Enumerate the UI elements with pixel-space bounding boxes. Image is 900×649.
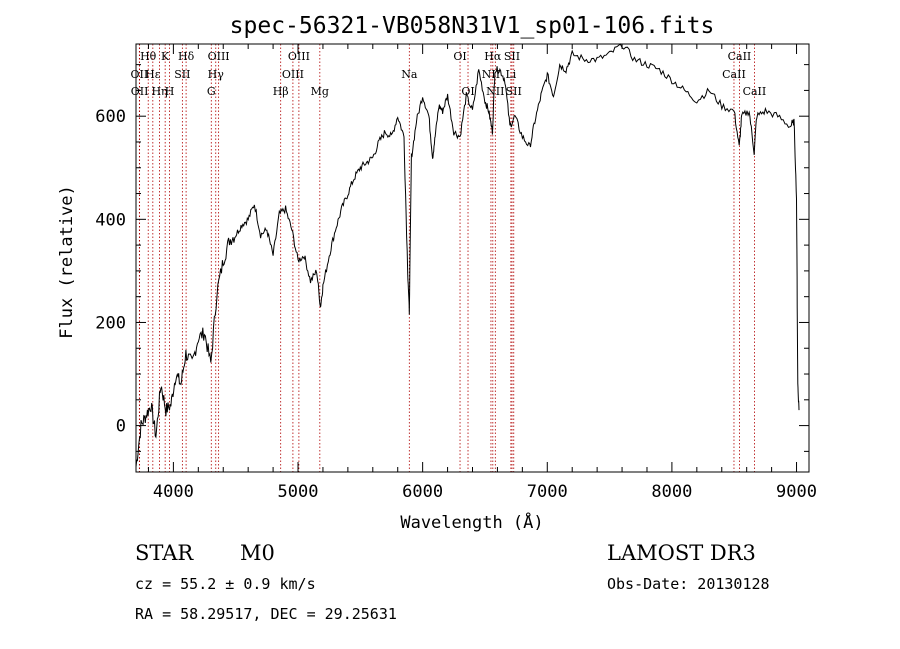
spectral-line-label: Hγ <box>208 68 225 81</box>
y-axis-label: Flux (relative) <box>57 185 77 339</box>
spectral-line-label: H <box>165 85 175 98</box>
y-tick-label: 600 <box>95 107 126 127</box>
spectral-line-label: NII <box>486 85 504 98</box>
spectral-line-markers <box>138 44 755 472</box>
survey-name: LAMOST DR3 <box>607 541 756 565</box>
spectral-line-label: CaII <box>743 85 767 98</box>
spectral-line-label: G <box>207 85 216 98</box>
spectral-line-label: Hβ <box>273 85 289 98</box>
x-tick-label: 6000 <box>402 482 443 502</box>
y-tick-label: 0 <box>116 417 126 437</box>
spectral-line-label: SII <box>174 68 190 81</box>
spectrum-series-line <box>135 43 800 468</box>
chart-title: spec-56321-VB058N31V1_sp01-106.fits <box>230 13 715 39</box>
redshift-cz: cz = 55.2 ± 0.9 km/s <box>135 575 316 593</box>
y-tick-label: 400 <box>95 210 126 230</box>
spectral-line-label: OII <box>131 85 149 98</box>
observation-date: Obs-Date: 20130128 <box>607 575 770 593</box>
x-tick-label: 9000 <box>776 482 817 502</box>
x-axis: 4000 5000 6000 7000 8000 9000 <box>147 44 817 502</box>
spectral-line-label: SII <box>506 85 522 98</box>
ra-dec-coordinates: RA = 58.29517, DEC = 29.25631 <box>135 605 397 623</box>
object-subclass: M0 <box>240 541 275 565</box>
y-tick-label: 200 <box>95 313 126 333</box>
spectral-line-label: Hε <box>145 68 161 81</box>
x-tick-label: 8000 <box>651 482 692 502</box>
spectral-line-label: Na <box>401 68 418 81</box>
spectral-line-label: OII <box>131 68 149 81</box>
spectral-line-label: OIII <box>282 68 304 81</box>
spectral-line-label: Hα <box>484 50 502 63</box>
x-tick-label: 4000 <box>153 482 194 502</box>
spectral-line-label: Li <box>505 68 516 81</box>
spectral-line-label: Hη <box>151 85 167 98</box>
spectral-line-label: Hδ <box>178 50 195 63</box>
spectral-line-label: OIII <box>208 50 230 63</box>
spectral-line-label: OI <box>453 50 466 63</box>
object-class: STAR <box>135 541 194 565</box>
spectral-line-label: OI <box>461 85 474 98</box>
x-tick-label: 7000 <box>527 482 568 502</box>
y-axis: 0 200 400 600 <box>95 64 809 452</box>
x-tick-label: 5000 <box>278 482 319 502</box>
spectral-line-label: CaII <box>722 68 746 81</box>
spectral-line-label: Mg <box>311 85 329 98</box>
spectral-line-label: K <box>161 50 170 63</box>
spectral-line-label: Hθ <box>140 50 157 63</box>
spectral-line-label: NII <box>482 68 500 81</box>
x-axis-label: Wavelength (Å) <box>400 511 543 533</box>
spectral-line-label: SII <box>504 50 520 63</box>
spectral-line-label: OIII <box>288 50 310 63</box>
spectral-line-label: CaII <box>728 50 752 63</box>
